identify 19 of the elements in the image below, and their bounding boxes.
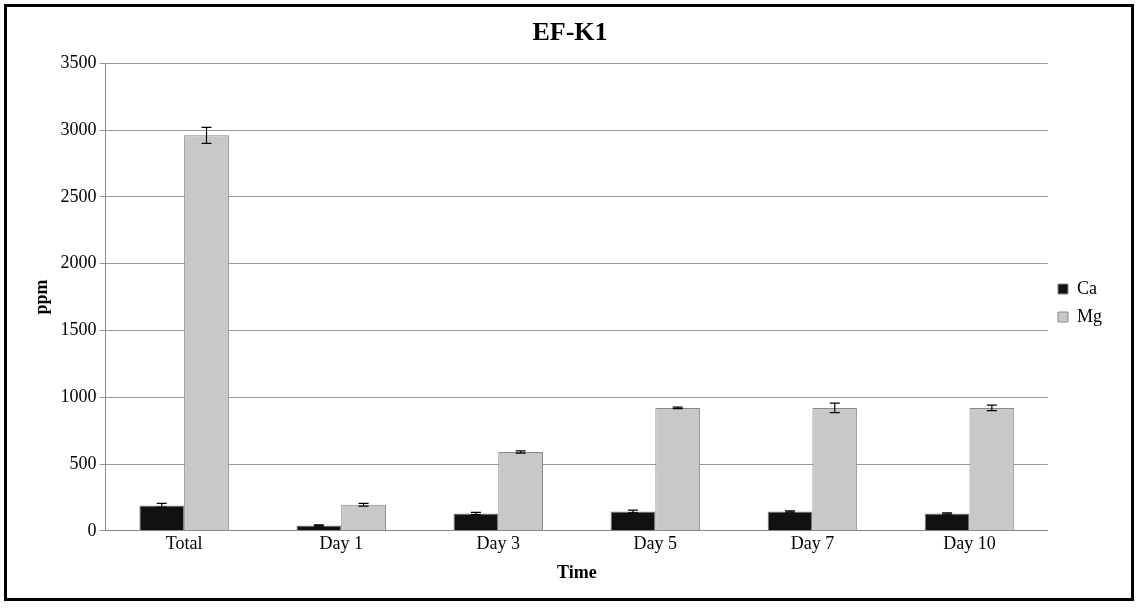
y-tick-label: 2500	[60, 185, 97, 206]
y-tick-label: 2000	[60, 252, 97, 273]
legend-label: Ca	[1077, 277, 1097, 298]
x-tick-label: Day 10	[943, 533, 996, 554]
y-tick-label: 0	[87, 519, 97, 540]
x-tick-label: Total	[165, 533, 203, 554]
x-axis-title: Time	[556, 561, 597, 582]
y-axis-title: ppm	[31, 279, 52, 315]
x-tick-label: Day 3	[476, 533, 521, 554]
y-tick-label: 1500	[60, 319, 97, 340]
y-tick-label: 1000	[60, 385, 97, 406]
x-tick-label: Day 1	[319, 533, 363, 554]
x-tick-label: Day 5	[633, 533, 678, 554]
y-tick-label: 3000	[60, 118, 97, 139]
x-tick-label: Day 7	[790, 533, 835, 554]
chart-title: EF-K1	[532, 17, 608, 47]
y-tick-label: 3500	[60, 51, 97, 72]
y-tick-label: 500	[69, 452, 97, 473]
legend-label: Mg	[1077, 305, 1103, 326]
